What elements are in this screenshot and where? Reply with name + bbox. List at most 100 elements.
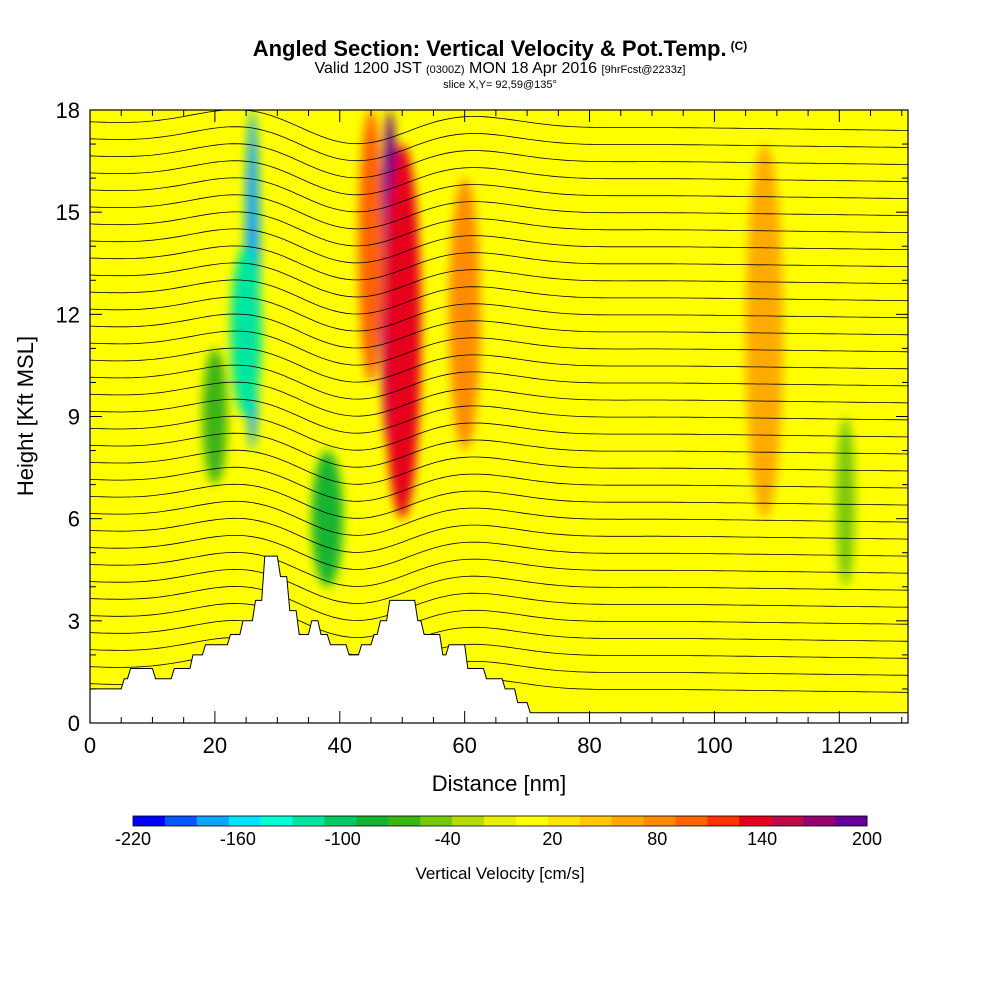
terrain <box>90 555 908 723</box>
colorbar-tick-label: 20 <box>542 829 562 849</box>
x-tick-label: 0 <box>84 733 96 758</box>
colorbar-swatch <box>164 816 198 826</box>
velocity-feature-9 <box>836 416 855 587</box>
theta-contour-line <box>90 110 908 145</box>
y-tick-label: 6 <box>68 507 80 532</box>
y-tick-label: 12 <box>56 302 80 327</box>
colorbar-tick-label: -220 <box>115 829 151 849</box>
colorbar-tick-label: -160 <box>220 829 256 849</box>
colorbar-swatch <box>515 816 549 826</box>
chart-title-text: Angled Section: Vertical Velocity & Pot.… <box>252 36 727 61</box>
theta-contour-line <box>90 313 908 349</box>
y-tick-label: 18 <box>56 98 80 123</box>
velocity-feature-8 <box>745 144 784 519</box>
velocity-feature-6 <box>358 110 384 383</box>
colorbar-frame <box>132 815 868 827</box>
colorbar-title: Vertical Velocity [cm/s] <box>415 864 585 883</box>
colorbar-swatch <box>196 816 230 826</box>
velocity-field <box>90 110 908 723</box>
theta-contour-line <box>90 432 908 468</box>
velocity-feature-2 <box>311 450 343 587</box>
colorbar-swatch <box>579 816 613 826</box>
x-tick-label: 20 <box>203 733 227 758</box>
theta-contour-line <box>90 585 908 621</box>
subtitle-valid: Valid 1200 JST <box>314 60 422 77</box>
x-tick-label: 40 <box>328 733 352 758</box>
subtitle-date: MON 18 Apr 2016 <box>469 60 598 77</box>
theta-contour-line <box>90 194 908 230</box>
theta-contour-line <box>90 296 908 332</box>
velocity-feature-7 <box>449 178 481 451</box>
colorbar-swatch <box>643 816 677 826</box>
y-tick-label: 0 <box>68 711 80 736</box>
colorbar-tick-label: -100 <box>325 829 361 849</box>
y-axis: 0 3 6 9 12 15 18 <box>56 98 908 736</box>
colorbar-swatch <box>388 816 421 826</box>
theta-contour-line <box>90 330 908 366</box>
x-axis: 0 20 40 60 80 100 120 <box>84 110 903 758</box>
colorbar-swatch <box>611 816 645 826</box>
theta-contour-line <box>90 568 908 604</box>
colorbar-tick-label: -40 <box>435 829 461 849</box>
colorbar-tick-label: 200 <box>852 829 882 849</box>
y-axis-label: Height [Kft MSL] <box>13 336 38 496</box>
theta-contour-line <box>90 535 908 570</box>
theta-contour-line <box>90 177 908 213</box>
theta-contour-line <box>90 620 908 655</box>
theta-contour-line <box>90 347 908 383</box>
theta-contour-line <box>90 449 908 485</box>
theta-contour-line <box>90 143 908 179</box>
theta-contour-line <box>90 551 908 587</box>
y-tick-label: 3 <box>68 609 80 634</box>
colorbar-swatch <box>739 816 772 826</box>
x-tick-label: 100 <box>696 733 733 758</box>
colorbar-swatch <box>324 816 357 826</box>
colorbar-swatch <box>356 816 389 826</box>
colorbar-swatch <box>771 816 804 826</box>
theta-contour-line <box>90 500 908 536</box>
colorbar-swatch <box>675 816 708 826</box>
theta-contour-line <box>90 398 908 434</box>
theta-contour-line <box>90 415 908 451</box>
theta-contour-line <box>90 126 908 162</box>
colorbar-swatch <box>547 816 581 826</box>
colorbar-swatch <box>292 816 325 826</box>
theta-contour-line <box>90 211 908 247</box>
colorbar-swatch <box>420 816 453 826</box>
subtitle-fcst: [9hrFcst@2233z] <box>601 64 686 76</box>
theta-contour-line <box>90 245 908 281</box>
theta-contour-line <box>90 381 908 417</box>
subtitle-utc: (0300Z) <box>426 64 465 76</box>
colorbar-swatch <box>228 816 262 826</box>
y-tick-label: 9 <box>68 405 80 430</box>
colorbar-swatch <box>835 816 868 826</box>
colorbar-swatch <box>452 816 485 826</box>
chart-subtitle: Valid 1200 JST (0300Z) MON 18 Apr 2016 [… <box>0 60 1000 78</box>
colorbar-tick-label: 140 <box>747 829 777 849</box>
theta-contour-line <box>90 262 908 298</box>
colorbar-ticks: -220 -160 -100 -40 20 80 140 200 <box>115 829 882 849</box>
colorbar <box>132 815 868 827</box>
colorbar-swatch <box>484 816 517 826</box>
title-mark: (C) <box>730 39 748 53</box>
colorbar-swatch <box>803 816 836 826</box>
theta-contour-line <box>90 466 908 502</box>
x-axis-label: Distance [nm] <box>432 771 567 796</box>
theta-contour-line <box>90 517 908 553</box>
y-tick-label: 15 <box>56 200 80 225</box>
slice-info: slice X,Y= 92,59@135° <box>443 79 557 91</box>
theta-contour-line <box>90 364 908 400</box>
theta-contour-line <box>90 160 908 196</box>
theta-contour-line <box>90 279 908 315</box>
theta-contour-line <box>90 603 908 638</box>
velocity-feature-5 <box>383 144 421 519</box>
x-tick-label: 80 <box>577 733 601 758</box>
theta-contours <box>90 110 908 707</box>
theta-contour-line <box>90 228 908 264</box>
colorbar-swatch <box>133 816 166 826</box>
theta-contour-line <box>90 637 908 673</box>
colorbar-swatch <box>707 816 740 826</box>
theta-contour-line <box>90 483 908 519</box>
colorbar-tick-label: 80 <box>647 829 667 849</box>
